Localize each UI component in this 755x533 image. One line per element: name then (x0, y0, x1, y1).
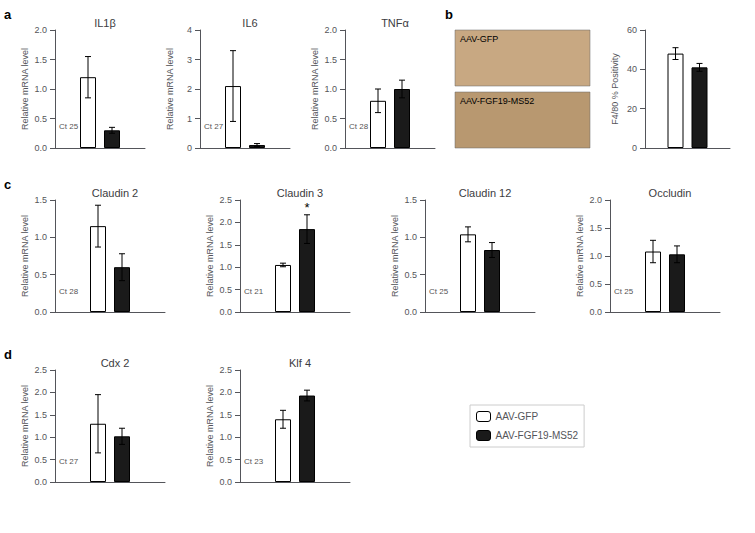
svg-text:2.0: 2.0 (34, 387, 47, 397)
svg-text:F4/80 % Positivity: F4/80 % Positivity (610, 53, 620, 125)
svg-text:0.0: 0.0 (219, 307, 232, 317)
svg-text:2.0: 2.0 (34, 25, 47, 35)
svg-text:1.0: 1.0 (34, 232, 47, 242)
svg-text:c: c (4, 177, 11, 192)
svg-text:0: 0 (632, 143, 637, 153)
svg-text:0.5: 0.5 (404, 270, 417, 280)
svg-text:d: d (4, 347, 12, 362)
svg-text:1.0: 1.0 (589, 251, 602, 261)
svg-text:0.0: 0.0 (34, 307, 47, 317)
svg-text:Relative mRNA level: Relative mRNA level (205, 215, 215, 297)
svg-text:0.5: 0.5 (219, 455, 232, 465)
svg-text:Ct 25: Ct 25 (59, 122, 79, 131)
svg-text:1.0: 1.0 (34, 432, 47, 442)
svg-text:1.5: 1.5 (34, 55, 47, 65)
svg-text:0.5: 0.5 (34, 270, 47, 280)
svg-text:Claudin 3: Claudin 3 (277, 187, 323, 199)
svg-text:1.5: 1.5 (404, 195, 417, 205)
svg-text:Ct 27: Ct 27 (204, 122, 224, 131)
svg-text:0.0: 0.0 (34, 143, 47, 153)
svg-text:1.5: 1.5 (324, 55, 337, 65)
svg-text:Relative mRNA level: Relative mRNA level (390, 215, 400, 297)
svg-text:1.0: 1.0 (219, 262, 232, 272)
svg-text:TNFα: TNFα (381, 17, 409, 29)
svg-text:Ct 27: Ct 27 (59, 457, 79, 466)
svg-text:Relative mRNA level: Relative mRNA level (20, 215, 30, 297)
svg-text:0.5: 0.5 (324, 114, 337, 124)
svg-text:0.5: 0.5 (219, 285, 232, 295)
svg-text:1.0: 1.0 (219, 432, 232, 442)
svg-text:Ct 25: Ct 25 (429, 287, 449, 296)
svg-text:0.0: 0.0 (324, 143, 337, 153)
svg-text:Cdx 2: Cdx 2 (101, 357, 130, 369)
svg-text:0.0: 0.0 (34, 477, 47, 487)
svg-text:0.0: 0.0 (404, 307, 417, 317)
svg-text:1.5: 1.5 (589, 223, 602, 233)
svg-text:2.0: 2.0 (589, 195, 602, 205)
svg-text:IL1β: IL1β (94, 17, 116, 29)
svg-text:2.0: 2.0 (219, 217, 232, 227)
svg-text:0.0: 0.0 (219, 477, 232, 487)
svg-text:Relative mRNA level: Relative mRNA level (310, 48, 320, 130)
svg-text:1.0: 1.0 (34, 84, 47, 94)
svg-text:0.5: 0.5 (34, 114, 47, 124)
svg-text:2.0: 2.0 (324, 25, 337, 35)
svg-text:1.5: 1.5 (34, 410, 47, 420)
svg-text:3: 3 (187, 55, 192, 65)
svg-text:1.5: 1.5 (219, 410, 232, 420)
svg-text:0.0: 0.0 (589, 307, 602, 317)
svg-text:a: a (4, 7, 12, 22)
svg-text:2.0: 2.0 (219, 387, 232, 397)
svg-text:AAV-FGF19-MS52: AAV-FGF19-MS52 (460, 96, 534, 106)
svg-text:Ct 28: Ct 28 (59, 287, 79, 296)
svg-text:Ct 21: Ct 21 (244, 287, 264, 296)
svg-text:0.5: 0.5 (34, 455, 47, 465)
svg-text:Ct 28: Ct 28 (349, 122, 369, 131)
svg-text:Klf 4: Klf 4 (289, 357, 311, 369)
svg-text:2: 2 (187, 84, 192, 94)
svg-text:1.0: 1.0 (404, 232, 417, 242)
svg-text:IL6: IL6 (242, 17, 257, 29)
svg-text:Relative mRNA level: Relative mRNA level (575, 215, 585, 297)
svg-text:0: 0 (187, 143, 192, 153)
svg-text:2.5: 2.5 (219, 195, 232, 205)
svg-text:Claudin 12: Claudin 12 (459, 187, 512, 199)
svg-text:b: b (445, 7, 453, 22)
svg-text:1.0: 1.0 (324, 84, 337, 94)
svg-text:AAV-GFP: AAV-GFP (496, 411, 539, 422)
svg-text:4: 4 (187, 25, 192, 35)
svg-text:Relative mRNA level: Relative mRNA level (20, 48, 30, 130)
svg-text:Relative mRNA level: Relative mRNA level (165, 48, 175, 130)
svg-text:0.5: 0.5 (589, 279, 602, 289)
svg-text:2.5: 2.5 (219, 365, 232, 375)
svg-text:40: 40 (627, 64, 637, 74)
svg-text:Ct 25: Ct 25 (614, 287, 634, 296)
svg-text:1.5: 1.5 (34, 195, 47, 205)
svg-text:Relative mRNA level: Relative mRNA level (205, 385, 215, 467)
svg-text:1: 1 (187, 114, 192, 124)
svg-text:Relative mRNA level: Relative mRNA level (20, 385, 30, 467)
svg-text:1.5: 1.5 (219, 240, 232, 250)
svg-text:Claudin 2: Claudin 2 (92, 187, 138, 199)
svg-text:2.5: 2.5 (34, 365, 47, 375)
svg-text:AAV-GFP: AAV-GFP (460, 34, 498, 44)
svg-text:AAV-FGF19-MS52: AAV-FGF19-MS52 (496, 430, 579, 441)
svg-text:Occludin: Occludin (649, 187, 692, 199)
svg-text:20: 20 (627, 104, 637, 114)
svg-text:Ct 23: Ct 23 (244, 457, 264, 466)
svg-text:*: * (304, 200, 309, 215)
svg-text:60: 60 (627, 25, 637, 35)
